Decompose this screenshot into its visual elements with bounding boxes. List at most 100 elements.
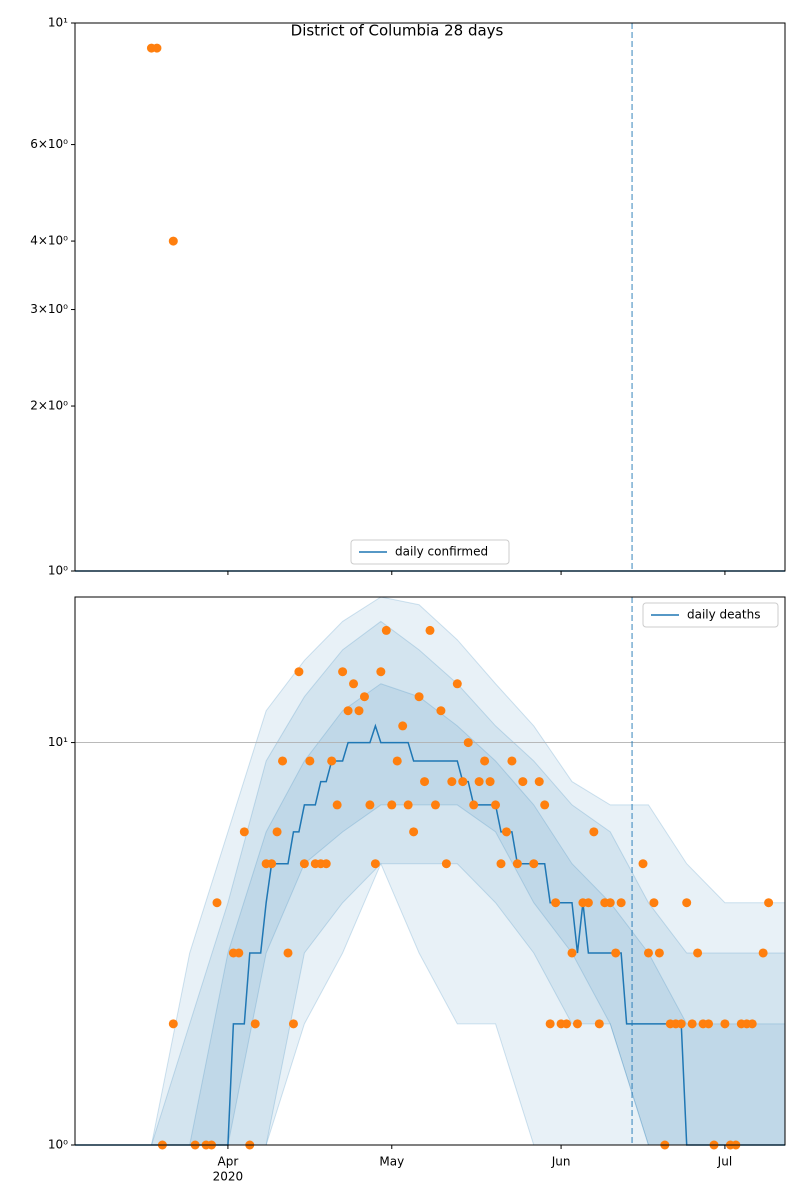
point — [463, 738, 473, 748]
point — [562, 1019, 572, 1029]
y-tick-label: 2×10⁰ — [30, 399, 68, 413]
y-tick-label: 10⁰ — [48, 1138, 68, 1152]
legend-label: daily confirmed — [395, 545, 488, 559]
point — [649, 898, 659, 908]
point — [589, 827, 599, 837]
y-tick-label: 3×10⁰ — [30, 302, 68, 316]
point — [305, 756, 315, 766]
y-tick-label: 6×10⁰ — [30, 137, 68, 151]
axes-frame — [74, 22, 786, 572]
point — [507, 756, 517, 766]
point — [398, 721, 408, 731]
point — [430, 800, 440, 810]
point — [441, 859, 451, 869]
point — [758, 948, 768, 958]
figure-title: District of Columbia 28 days — [291, 22, 504, 40]
point — [654, 948, 664, 958]
point — [370, 859, 380, 869]
point — [409, 827, 419, 837]
point — [693, 948, 703, 958]
point — [168, 1019, 178, 1029]
point — [365, 800, 375, 810]
point — [485, 777, 495, 787]
point — [458, 777, 468, 787]
point — [447, 777, 457, 787]
point — [480, 756, 490, 766]
x-tick-label: Jul — [717, 1155, 732, 1169]
point — [687, 1019, 697, 1029]
point — [321, 859, 331, 869]
point — [551, 898, 561, 908]
point — [239, 827, 249, 837]
point — [501, 827, 511, 837]
point — [354, 706, 364, 716]
point — [704, 1019, 714, 1029]
legend-box — [350, 539, 510, 565]
point — [283, 948, 293, 958]
point — [764, 898, 774, 908]
line — [75, 723, 785, 1146]
point — [212, 898, 222, 908]
point — [491, 800, 501, 810]
point — [540, 800, 550, 810]
point — [572, 1019, 582, 1029]
point — [168, 236, 178, 246]
point — [278, 756, 288, 766]
point — [381, 625, 391, 635]
point — [682, 898, 692, 908]
point — [332, 800, 342, 810]
x-tick-label: May — [379, 1155, 404, 1169]
y-tick-label: 4×10⁰ — [30, 234, 68, 248]
point — [420, 777, 430, 787]
point — [747, 1019, 757, 1029]
point — [338, 667, 348, 677]
point — [267, 859, 277, 869]
point — [294, 667, 304, 677]
x-tick-label: Jun — [551, 1155, 571, 1169]
legend-box — [642, 602, 779, 628]
point — [545, 1019, 555, 1029]
point — [376, 667, 386, 677]
point — [605, 898, 615, 908]
legend-label: daily deaths — [687, 608, 760, 622]
point — [250, 1019, 260, 1029]
point — [387, 800, 397, 810]
point — [403, 800, 413, 810]
point — [469, 800, 479, 810]
y-tick-label: 10¹ — [48, 735, 68, 749]
point — [518, 777, 528, 787]
point — [299, 859, 309, 869]
point — [676, 1019, 686, 1029]
x-offset-label: 2020 — [213, 1170, 244, 1184]
point — [152, 43, 162, 53]
point — [452, 679, 462, 689]
point — [327, 756, 337, 766]
point — [425, 625, 435, 635]
point — [643, 948, 653, 958]
point — [529, 859, 539, 869]
point — [567, 948, 577, 958]
point — [343, 706, 353, 716]
point — [234, 948, 244, 958]
point — [272, 827, 282, 837]
point — [638, 859, 648, 869]
point — [392, 756, 402, 766]
point — [288, 1019, 298, 1029]
point — [474, 777, 484, 787]
point — [414, 692, 424, 702]
axes-frame — [74, 596, 786, 1146]
point — [496, 859, 506, 869]
point — [611, 948, 621, 958]
point — [616, 898, 626, 908]
point — [436, 706, 446, 716]
point — [720, 1019, 730, 1029]
point — [583, 898, 593, 908]
point — [534, 777, 544, 787]
point — [359, 692, 369, 702]
point — [594, 1019, 604, 1029]
y-tick-label: 10¹ — [48, 16, 68, 30]
x-tick-label: Apr — [218, 1155, 239, 1169]
point — [512, 859, 522, 869]
y-tick-label: 10⁰ — [48, 564, 68, 578]
